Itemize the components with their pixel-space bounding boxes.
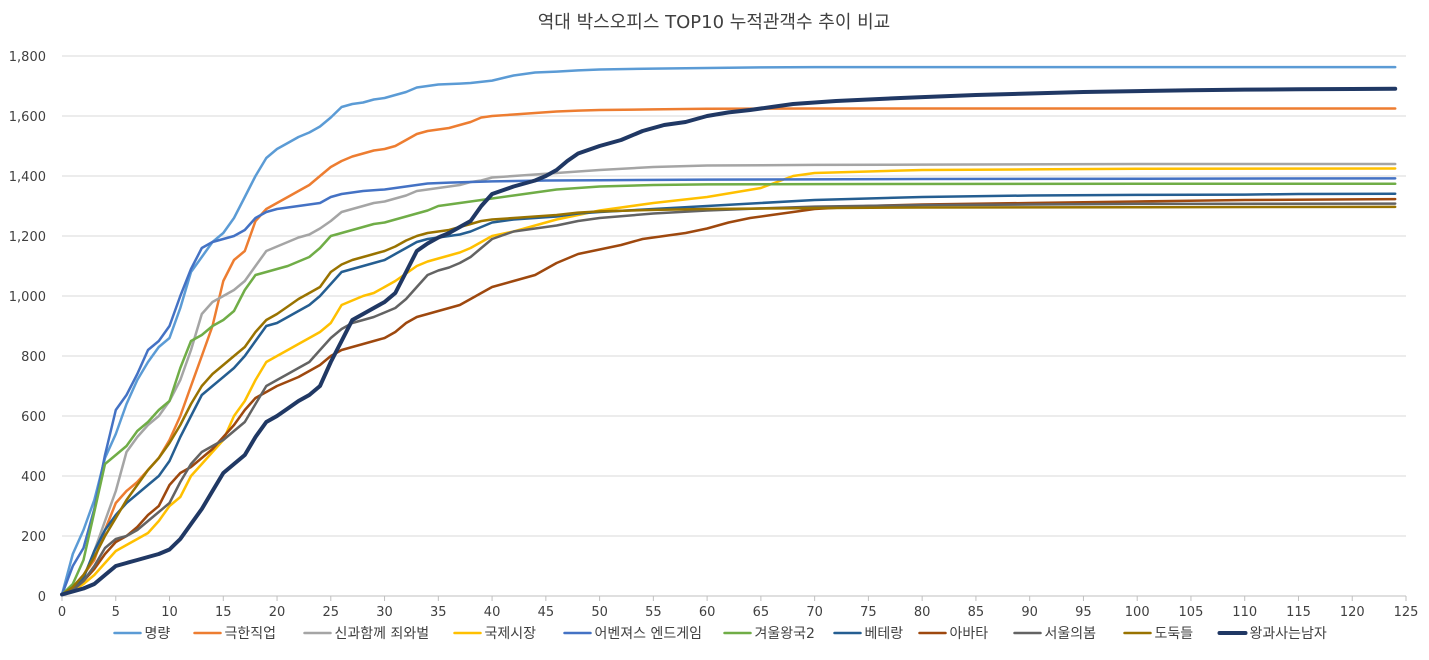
y-tick-label: 400 xyxy=(21,470,46,485)
legend-item: 베테랑 xyxy=(833,626,904,642)
legend-item: 명량 xyxy=(113,626,171,642)
legend-label: 신과함께 죄와벌 xyxy=(335,626,430,642)
x-tick-label: 20 xyxy=(269,605,286,620)
x-tick-label: 125 xyxy=(1394,605,1419,620)
y-tick-label: 600 xyxy=(21,410,46,425)
chart-title: 역대 박스오피스 TOP10 누적관객수 추이 비교 xyxy=(538,12,891,33)
legend-label: 명량 xyxy=(145,626,171,642)
series-line-2 xyxy=(60,107,1397,596)
legend-item: 서울의봄 xyxy=(1013,626,1097,642)
legend-label: 어벤져스 엔드게임 xyxy=(595,626,703,642)
legend: 명량 극한직업 신과함께 죄와벌 국제시장 어벤져스 엔드게임 겨울왕국2 베테랑 아바타 서울… xyxy=(113,626,1327,642)
x-tick-label: 120 xyxy=(1340,605,1365,620)
series-line-6 xyxy=(60,182,1397,596)
x-tick-label: 110 xyxy=(1232,605,1257,620)
legend-item: 겨울왕국2 xyxy=(723,626,815,642)
gridlines xyxy=(62,55,1406,537)
y-tick-label: 1,800 xyxy=(9,50,46,65)
series-line-8 xyxy=(60,197,1397,596)
x-tick-label: 50 xyxy=(591,605,608,620)
x-tick-label: 0 xyxy=(58,605,66,620)
x-tick-label: 75 xyxy=(860,605,877,620)
y-tick-label: 200 xyxy=(21,530,46,545)
x-tick-label: 35 xyxy=(430,605,447,620)
legend-item: 아바타 xyxy=(918,626,989,642)
legend-label: 국제시장 xyxy=(485,626,537,642)
y-tick-label: 1,600 xyxy=(9,110,46,125)
series-lines xyxy=(60,65,1398,597)
legend-label: 극한직업 xyxy=(225,626,277,642)
y-tick-label: 1,400 xyxy=(9,170,46,185)
x-tick-label: 55 xyxy=(645,605,662,620)
series-line-10 xyxy=(60,205,1397,596)
legend-label: 겨울왕국2 xyxy=(755,626,815,642)
x-tick-label: 5 xyxy=(112,605,120,620)
series-line-3 xyxy=(60,162,1397,596)
x-tick-label: 65 xyxy=(753,605,770,620)
x-tick-label: 90 xyxy=(1021,605,1038,620)
legend-label: 아바타 xyxy=(950,626,989,642)
series-line-4 xyxy=(60,167,1397,596)
series-line-1 xyxy=(60,65,1397,596)
axes: 0 200 400 600 800 1,000 1,200 1,400 1,600 1,800 0 5… xyxy=(9,50,1419,620)
legend-label: 왕과사는남자 xyxy=(1250,626,1327,642)
y-tick-label: 1,200 xyxy=(9,230,46,245)
legend-item: 왕과사는남자 xyxy=(1217,626,1327,642)
y-tick-label: 0 xyxy=(38,590,46,605)
x-tick-label: 85 xyxy=(968,605,985,620)
x-tick-label: 25 xyxy=(323,605,340,620)
x-tick-label: 105 xyxy=(1179,605,1204,620)
legend-item: 극한직업 xyxy=(193,626,277,642)
x-tick-label: 40 xyxy=(484,605,501,620)
y-tick-label: 1,000 xyxy=(9,290,46,305)
legend-item: 어벤져스 엔드게임 xyxy=(563,626,703,642)
x-tick-label: 95 xyxy=(1075,605,1092,620)
legend-item: 신과함께 죄와벌 xyxy=(303,626,430,642)
legend-item: 국제시장 xyxy=(453,626,537,642)
x-tick-label: 100 xyxy=(1125,605,1150,620)
y-tick-label: 800 xyxy=(21,350,46,365)
x-tick-label: 115 xyxy=(1286,605,1311,620)
x-tick-label: 80 xyxy=(914,605,931,620)
x-tick-label: 70 xyxy=(806,605,823,620)
x-tick-label: 10 xyxy=(161,605,178,620)
x-tick-label: 45 xyxy=(538,605,555,620)
x-tick-label: 60 xyxy=(699,605,716,620)
series-line-9 xyxy=(60,202,1397,596)
series-line-5 xyxy=(60,177,1397,596)
legend-item: 도둑들 xyxy=(1123,626,1194,642)
x-tick-label: 15 xyxy=(215,605,232,620)
x-tick-label: 30 xyxy=(376,605,393,620)
legend-label: 서울의봄 xyxy=(1045,626,1097,642)
legend-label: 베테랑 xyxy=(865,626,904,642)
legend-label: 도둑들 xyxy=(1155,626,1194,642)
series-line-11 xyxy=(60,86,1398,597)
